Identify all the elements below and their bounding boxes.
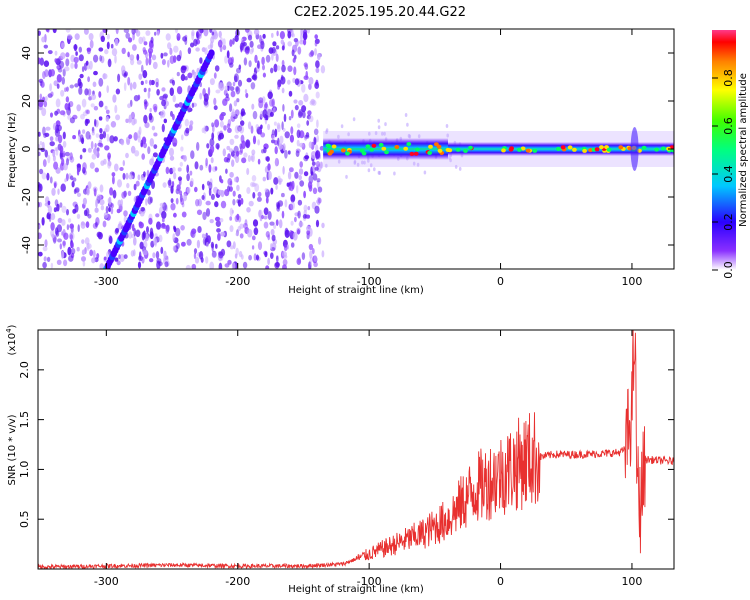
x-tick-label: 0 xyxy=(497,275,504,288)
snr-panel: -300 -200 -100 0 100 0.5 1.0 1.5 2.0 Height of … xyxy=(5,324,675,595)
x-tick-label: 0 xyxy=(497,575,504,588)
colorbar-tick-label: 0.0 xyxy=(722,261,735,279)
x-tick-label: -200 xyxy=(225,275,250,288)
spectrogram-image xyxy=(38,29,674,269)
x-tick-label: -300 xyxy=(94,575,119,588)
y-tick-label: 1.5 xyxy=(18,411,31,429)
y-tick-label: 2.0 xyxy=(18,361,31,379)
figure-title: C2E2.2025.195.20.44.G22 xyxy=(294,5,466,20)
signal-band xyxy=(323,127,674,171)
snr-y-label: SNR (10 * v/v) xyxy=(7,414,18,485)
y-tick-label: 20 xyxy=(20,94,33,108)
colorbar-tick-label: 0.2 xyxy=(722,213,735,231)
snr-x-label: Height of straight line (km) xyxy=(288,584,424,595)
colorbar-gradient xyxy=(712,30,736,270)
colorbar-tick-label: 0.6 xyxy=(722,117,735,135)
snr-series-line xyxy=(38,330,674,569)
colorbar: 0.0 0.2 0.4 0.6 0.8 Normalized spectral ampl… xyxy=(712,30,749,279)
noise-speckle xyxy=(38,29,464,269)
x-tick-label: -100 xyxy=(357,575,382,588)
x-tick-label: 100 xyxy=(621,575,642,588)
colorbar-label: Normalized spectral amplitude xyxy=(738,73,749,227)
snr-y-ticks: 0.5 1.0 1.5 2.0 xyxy=(18,361,674,528)
x-tick-label: -100 xyxy=(357,275,382,288)
snr-x-ticks: -300 -200 -100 0 100 xyxy=(94,330,642,588)
colorbar-tick-label: 0.8 xyxy=(722,69,735,87)
y-tick-label: -40 xyxy=(20,236,33,254)
y-tick-label: 0 xyxy=(20,146,33,153)
colorbar-ticks: 0.0 0.2 0.4 0.6 0.8 xyxy=(712,69,735,279)
x-tick-label: 100 xyxy=(621,275,642,288)
snr-y-multiplier: (x104) xyxy=(5,324,18,355)
x-tick-label: -200 xyxy=(225,575,250,588)
spectrogram-y-ticks: -40 -20 0 20 40 xyxy=(20,46,674,254)
x-tick-label: -300 xyxy=(94,275,119,288)
spectrogram-x-label: Height of straight line (km) xyxy=(288,285,424,296)
y-tick-label: -20 xyxy=(20,188,33,206)
spectrogram-y-label: Frequency (Hz) xyxy=(7,112,18,188)
y-tick-label: 40 xyxy=(20,46,33,60)
y-tick-label: 0.5 xyxy=(18,510,31,528)
spectrogram-x-ticks: -300 -200 -100 0 100 xyxy=(94,29,642,288)
colorbar-tick-label: 0.4 xyxy=(722,165,735,183)
snr-frame xyxy=(37,329,675,570)
diagonal-track xyxy=(103,49,215,269)
y-tick-label: 1.0 xyxy=(18,461,31,479)
